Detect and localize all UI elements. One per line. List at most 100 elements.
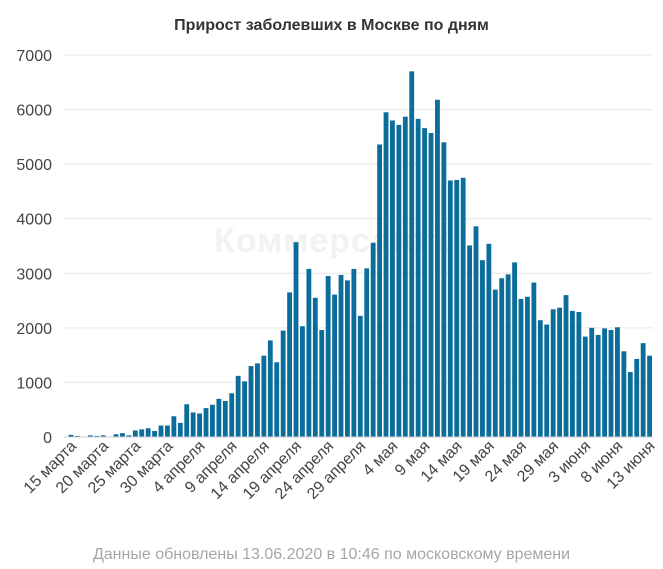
bar[interactable] bbox=[293, 242, 299, 437]
bar[interactable] bbox=[441, 142, 447, 437]
bar[interactable] bbox=[120, 433, 125, 437]
bar[interactable] bbox=[531, 282, 537, 437]
bar[interactable] bbox=[460, 177, 466, 438]
bar[interactable] bbox=[229, 393, 235, 437]
bar[interactable] bbox=[422, 128, 427, 437]
bar[interactable] bbox=[312, 297, 318, 437]
bar[interactable] bbox=[570, 310, 575, 437]
y-tick-label: 1000 bbox=[16, 375, 52, 392]
bar[interactable] bbox=[351, 268, 357, 437]
bar[interactable] bbox=[222, 400, 228, 437]
bar[interactable] bbox=[537, 320, 543, 437]
bar[interactable] bbox=[274, 362, 280, 437]
bar[interactable] bbox=[518, 298, 524, 437]
bar[interactable] bbox=[563, 295, 569, 437]
bar[interactable] bbox=[582, 336, 588, 437]
bar[interactable] bbox=[557, 307, 562, 437]
bar[interactable] bbox=[203, 408, 209, 437]
bar[interactable] bbox=[139, 429, 145, 437]
bar[interactable] bbox=[595, 334, 601, 437]
y-tick-label: 0 bbox=[43, 430, 52, 447]
bar[interactable] bbox=[634, 358, 640, 437]
bar[interactable] bbox=[550, 309, 556, 437]
bar[interactable] bbox=[216, 398, 222, 437]
bar[interactable] bbox=[300, 326, 305, 437]
bar[interactable] bbox=[152, 431, 157, 437]
y-tick-label: 7000 bbox=[16, 48, 52, 65]
bar[interactable] bbox=[505, 274, 511, 437]
bar[interactable] bbox=[267, 340, 273, 437]
bar[interactable] bbox=[415, 118, 421, 437]
bar[interactable] bbox=[319, 330, 325, 437]
bar[interactable] bbox=[94, 435, 100, 437]
bar[interactable] bbox=[621, 351, 627, 437]
bar[interactable] bbox=[370, 242, 376, 437]
bar[interactable] bbox=[447, 180, 453, 437]
bar[interactable] bbox=[68, 434, 74, 437]
bar[interactable] bbox=[287, 292, 292, 437]
bar[interactable] bbox=[190, 412, 196, 437]
bar[interactable] bbox=[165, 425, 170, 437]
watermark-logo: Коммерсантъ bbox=[214, 222, 457, 260]
bar[interactable] bbox=[492, 289, 498, 437]
bar-chart: 0 1000 2000 3000 4000 5000 6000 7000 15 марта20… bbox=[16, 48, 659, 503]
bar[interactable] bbox=[602, 328, 607, 437]
bar[interactable] bbox=[177, 422, 183, 437]
bar[interactable] bbox=[377, 144, 382, 438]
bar[interactable] bbox=[640, 343, 646, 437]
bar[interactable] bbox=[589, 327, 595, 437]
bar[interactable] bbox=[364, 268, 370, 437]
bar[interactable] bbox=[409, 71, 415, 438]
bar[interactable] bbox=[473, 226, 479, 437]
bar[interactable] bbox=[525, 296, 530, 437]
bar[interactable] bbox=[113, 434, 119, 437]
bar[interactable] bbox=[576, 312, 582, 437]
bar[interactable] bbox=[87, 435, 93, 437]
bar[interactable] bbox=[486, 243, 492, 437]
bar[interactable] bbox=[306, 268, 312, 437]
bar[interactable] bbox=[338, 274, 344, 437]
bar[interactable] bbox=[184, 404, 190, 437]
bar[interactable] bbox=[255, 363, 260, 437]
bar[interactable] bbox=[480, 260, 485, 437]
update-footnote: Данные обновлены 13.06.2020 в 10:46 по м… bbox=[92, 546, 571, 563]
bar[interactable] bbox=[390, 120, 395, 438]
bar[interactable] bbox=[499, 278, 505, 437]
bar[interactable] bbox=[248, 366, 254, 437]
bar[interactable] bbox=[100, 435, 106, 437]
bar[interactable] bbox=[467, 245, 472, 437]
bar[interactable] bbox=[261, 355, 267, 437]
bar[interactable] bbox=[383, 112, 389, 438]
bar[interactable] bbox=[512, 262, 517, 437]
bar[interactable] bbox=[197, 413, 202, 437]
bar[interactable] bbox=[428, 133, 434, 438]
bar[interactable] bbox=[210, 404, 215, 437]
bar[interactable] bbox=[235, 375, 241, 437]
bar[interactable] bbox=[402, 116, 408, 438]
bar[interactable] bbox=[396, 124, 402, 437]
bar[interactable] bbox=[544, 324, 550, 437]
bar[interactable] bbox=[280, 330, 286, 437]
bar[interactable] bbox=[332, 294, 337, 437]
bar[interactable] bbox=[145, 428, 151, 437]
bars bbox=[68, 71, 652, 438]
bar[interactable] bbox=[75, 435, 80, 437]
bar[interactable] bbox=[325, 276, 331, 437]
y-tick-label: 2000 bbox=[16, 321, 52, 338]
bar[interactable] bbox=[627, 372, 633, 437]
bar[interactable] bbox=[435, 99, 440, 437]
bar[interactable] bbox=[454, 179, 460, 437]
y-tick-label: 4000 bbox=[16, 212, 52, 229]
bar[interactable] bbox=[615, 327, 620, 437]
bar[interactable] bbox=[345, 280, 350, 437]
bar[interactable] bbox=[171, 416, 177, 437]
bar[interactable] bbox=[647, 355, 652, 437]
bar[interactable] bbox=[608, 330, 614, 437]
bar[interactable] bbox=[132, 430, 138, 437]
y-tick-label: 3000 bbox=[16, 266, 52, 283]
bar[interactable] bbox=[357, 315, 363, 437]
bar[interactable] bbox=[242, 381, 247, 437]
bar[interactable] bbox=[158, 425, 164, 437]
bar[interactable] bbox=[126, 435, 132, 437]
